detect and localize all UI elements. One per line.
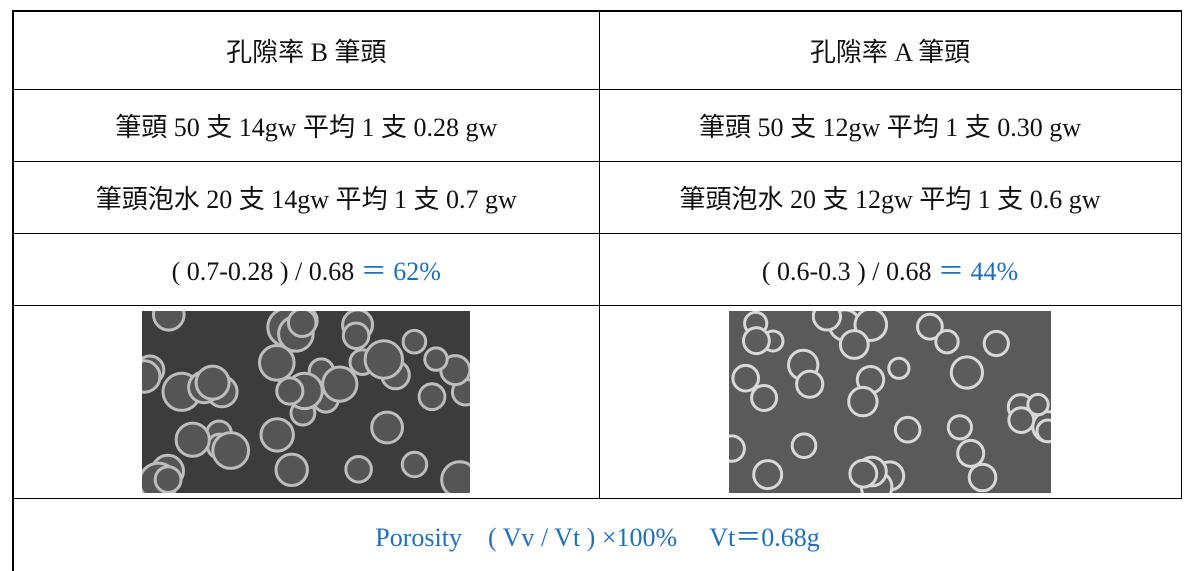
cell: [13, 306, 599, 499]
pore: [213, 433, 249, 469]
cell: 筆頭泡水 20 支 14gw 平均 1 支 0.7 gw: [13, 162, 599, 234]
pore: [372, 412, 403, 443]
pore: [365, 341, 402, 378]
pore: [936, 331, 958, 353]
pore: [261, 419, 293, 451]
pore: [850, 460, 877, 487]
pore: [984, 331, 1008, 355]
pore: [176, 423, 209, 456]
pore: [792, 434, 816, 458]
pore: [840, 331, 868, 359]
cell: 筆頭 50 支 12gw 平均 1 支 0.30 gw: [599, 90, 1181, 162]
cell: [599, 306, 1181, 499]
pore: [895, 417, 920, 442]
pore: [425, 348, 447, 370]
sem-image: [729, 311, 1051, 493]
pore: [442, 462, 470, 493]
row: 筆頭 50 支 14gw 平均 1 支 0.28 gw 筆頭 50 支 12gw…: [13, 90, 1181, 162]
pore: [969, 464, 996, 491]
pore: [403, 330, 426, 353]
pore: [744, 328, 770, 354]
pore: [849, 387, 877, 415]
pore: [958, 440, 984, 466]
cell: ( 0.6-0.3 ) / 0.68 ＝ 44%: [599, 234, 1181, 306]
pore: [346, 457, 372, 483]
pore: [344, 323, 370, 349]
pore: [277, 378, 303, 404]
pore: [276, 454, 307, 485]
pore: [196, 366, 229, 399]
cell: 筆頭泡水 20 支 12gw 平均 1 支 0.6 gw: [599, 162, 1181, 234]
pore: [1037, 420, 1051, 442]
footer-row: Porosity ( Vv / Vt ) ×100% Vt＝0.68g: [13, 499, 1181, 571]
pore: [752, 386, 777, 411]
formula-result: ＝ 44%: [938, 257, 1018, 286]
formula: ( 0.7-0.28 ) / 0.68: [172, 257, 355, 286]
footer: Porosity ( Vv / Vt ) ×100% Vt＝0.68g: [13, 499, 1181, 571]
pore: [951, 357, 982, 388]
pore: [154, 311, 185, 330]
formula: ( 0.6-0.3 ) / 0.68: [762, 257, 932, 286]
header-cell: 孔隙率 A 筆頭: [599, 11, 1181, 90]
image-row: [13, 306, 1181, 499]
sem-image: [142, 311, 470, 493]
pore: [889, 358, 909, 378]
pore: [155, 467, 181, 493]
pore: [729, 436, 744, 461]
pore: [948, 416, 971, 439]
porosity-table: 孔隙率 B 筆頭 孔隙率 A 筆頭 筆頭 50 支 14gw 平均 1 支 0.…: [12, 10, 1182, 571]
formula-row: ( 0.7-0.28 ) / 0.68 ＝ 62% ( 0.6-0.3 ) / …: [13, 234, 1181, 306]
pore: [142, 361, 160, 392]
pore: [289, 311, 317, 337]
formula-result: ＝ 62%: [361, 257, 441, 286]
pore: [1009, 408, 1034, 433]
header-row: 孔隙率 B 筆頭 孔隙率 A 筆頭: [13, 11, 1181, 90]
pore: [323, 367, 357, 401]
cell: 筆頭 50 支 14gw 平均 1 支 0.28 gw: [13, 90, 599, 162]
pore: [403, 452, 427, 476]
pore: [754, 461, 782, 489]
pore: [813, 311, 840, 330]
header-cell: 孔隙率 B 筆頭: [13, 11, 599, 90]
pore: [419, 384, 445, 410]
row: 筆頭泡水 20 支 14gw 平均 1 支 0.7 gw 筆頭泡水 20 支 1…: [13, 162, 1181, 234]
pore: [733, 365, 759, 391]
pore: [797, 371, 823, 397]
cell: ( 0.7-0.28 ) / 0.68 ＝ 62%: [13, 234, 599, 306]
